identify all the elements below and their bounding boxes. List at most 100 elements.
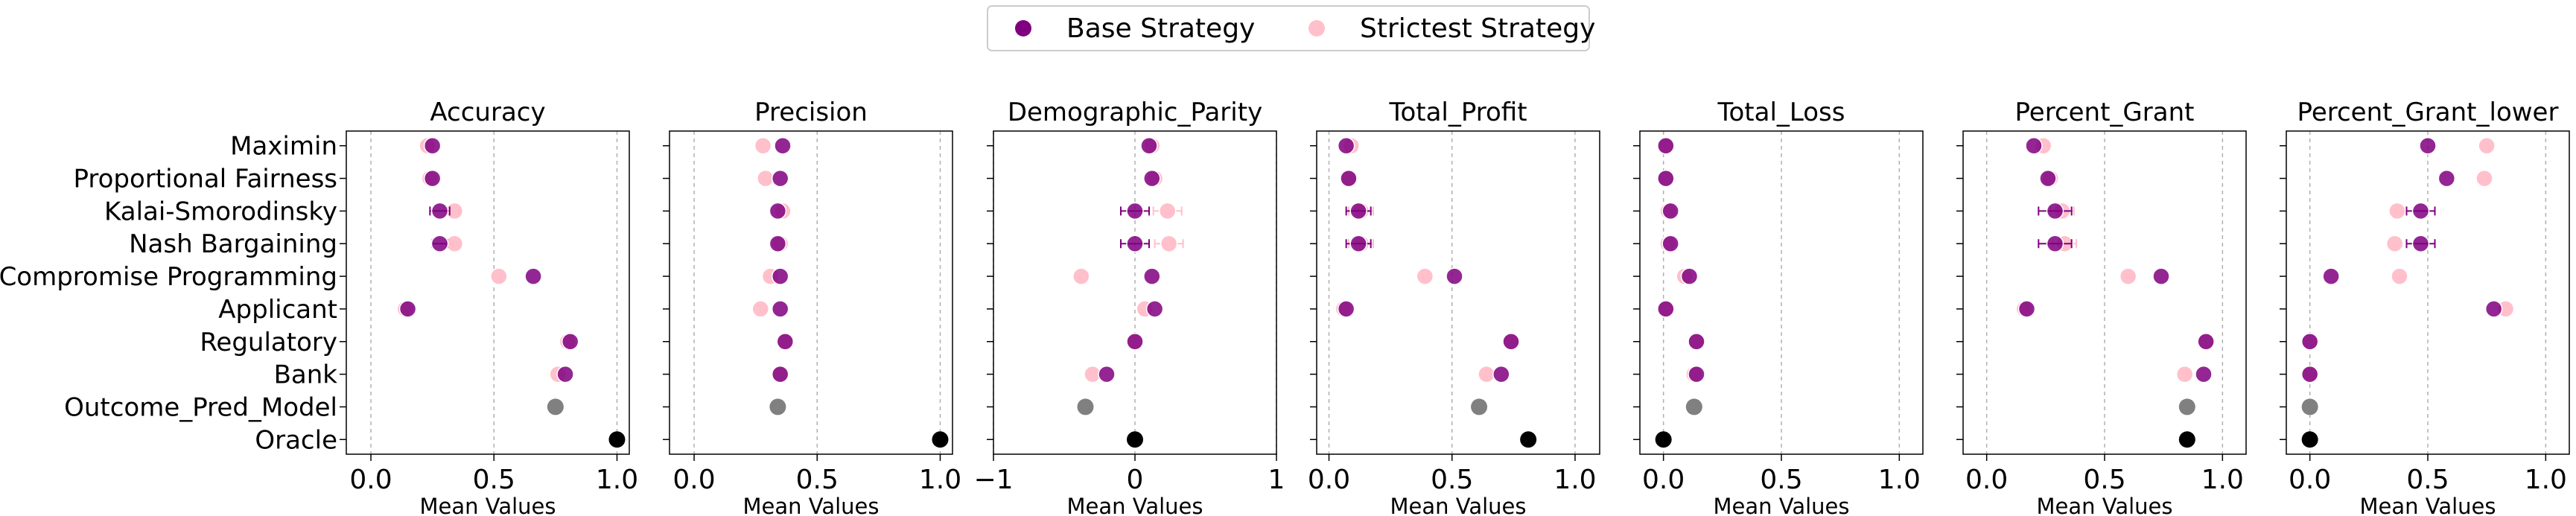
point-strictest-total-profit-bank bbox=[1478, 365, 1495, 383]
point-strictest-precision-maximin bbox=[754, 136, 772, 155]
point-base-total-profit-maximin bbox=[1337, 136, 1355, 155]
point-strictest-demographic-parity-nash-bargaining bbox=[1160, 235, 1178, 252]
point-base-demographic-parity-bank bbox=[1098, 365, 1116, 383]
point-base-precision-bank bbox=[771, 365, 789, 383]
axes-frame-accuracy bbox=[346, 130, 630, 455]
point-base-accuracy-kalai-smorodinsky bbox=[430, 202, 449, 220]
point-base-total-loss-proportional-fairness bbox=[1657, 169, 1675, 188]
point-base-precision-compromise-programming bbox=[771, 267, 789, 285]
x-tick-label-precision-1: 0.5 bbox=[796, 465, 839, 495]
point-base-percent-grant-lower-compromise-programming bbox=[2322, 267, 2340, 285]
point-base-accuracy-proportional-fairness bbox=[423, 169, 442, 188]
point-strictest-percent-grant-lower-nash-bargaining bbox=[2385, 235, 2404, 252]
point-base-total-loss-compromise-programming bbox=[1680, 267, 1699, 285]
point-strictest-accuracy-compromise-programming bbox=[490, 267, 508, 285]
point-base-percent-grant-maximin bbox=[2025, 136, 2043, 155]
point-outcome-pred-model-accuracy bbox=[547, 398, 564, 415]
point-base-total-profit-bank bbox=[1492, 365, 1510, 383]
point-strictest-percent-grant-compromise-programming bbox=[2119, 267, 2137, 285]
point-base-demographic-parity-maximin bbox=[1140, 136, 1158, 155]
category-label-regulatory: Regulatory bbox=[200, 328, 337, 357]
point-base-accuracy-applicant bbox=[398, 300, 417, 318]
panel-title-total-profit: Total_Profit bbox=[1388, 98, 1527, 127]
axes-frame-percent-grant-lower bbox=[2286, 130, 2570, 455]
chart-panels: Maximin Proportional Fairness Kalai-Smorod… bbox=[0, 98, 2570, 516]
panel-title-percent-grant: Percent_Grant bbox=[2015, 98, 2195, 127]
point-base-total-profit-kalai-smorodinsky bbox=[1349, 202, 1367, 220]
point-base-percent-grant-bank bbox=[2195, 365, 2213, 383]
legend-marker-strictest-strategy bbox=[1308, 20, 1325, 36]
point-strictest-total-profit-compromise-programming bbox=[1416, 267, 1434, 285]
panel-percent-grant-lower: Percent_Grant_lower 0.0 0.5 1.0 Mean Values bbox=[2280, 98, 2570, 516]
point-strictest-percent-grant-lower-kalai-smorodinsky bbox=[2388, 202, 2406, 220]
axes-frame-total-profit bbox=[1316, 130, 1600, 455]
category-label-compromise-programming: Compromise Programming bbox=[0, 262, 337, 292]
point-base-percent-grant-lower-kalai-smorodinsky bbox=[2411, 202, 2430, 220]
panel-precision: Precision 0.0 0.5 1.0 Mean Values bbox=[663, 98, 961, 516]
point-oracle-percent-grant-lower bbox=[2301, 431, 2318, 448]
x-tick-label-percent-grant-lower-1: 0.5 bbox=[2406, 465, 2449, 495]
point-base-demographic-parity-nash-bargaining bbox=[1126, 235, 1144, 252]
panel-total-profit: Total_Profit 0.0 0.5 1.0 Mean Values bbox=[1308, 98, 1600, 516]
x-tick-label-demographic-parity-2: 1 bbox=[1268, 465, 1285, 495]
point-outcome-pred-model-total-profit bbox=[1471, 398, 1488, 415]
point-base-total-loss-applicant bbox=[1657, 300, 1675, 318]
x-axis-label-percent-grant-lower: Mean Values bbox=[2360, 494, 2496, 516]
x-tick-label-accuracy-0: 0.0 bbox=[349, 465, 392, 495]
category-label-outcome-pred-model: Outcome_Pred_Model bbox=[64, 392, 337, 422]
x-tick-label-total-loss-0: 0.0 bbox=[1642, 465, 1685, 495]
point-strictest-percent-grant-bank bbox=[2175, 365, 2194, 383]
axes-frame-precision bbox=[669, 130, 953, 455]
point-base-accuracy-nash-bargaining bbox=[430, 235, 449, 252]
legend-frame bbox=[987, 5, 1590, 51]
axes-frame-demographic-parity bbox=[993, 130, 1277, 455]
point-base-percent-grant-nash-bargaining bbox=[2046, 235, 2064, 252]
x-axis-label-accuracy: Mean Values bbox=[420, 494, 556, 516]
point-base-precision-kalai-smorodinsky bbox=[769, 202, 787, 220]
point-strictest-accuracy-nash-bargaining bbox=[445, 235, 464, 252]
x-tick-label-accuracy-1: 0.5 bbox=[473, 465, 515, 495]
panel-demographic-parity: Demographic_Parity −1 0 1 Mean Values bbox=[973, 98, 1285, 516]
category-label-oracle: Oracle bbox=[255, 425, 337, 455]
point-base-precision-applicant bbox=[771, 300, 789, 318]
point-base-percent-grant-regulatory bbox=[2197, 333, 2215, 351]
point-base-total-loss-kalai-smorodinsky bbox=[1661, 202, 1679, 220]
point-base-percent-grant-lower-maximin bbox=[2419, 136, 2437, 155]
point-strictest-percent-grant-lower-compromise-programming bbox=[2391, 267, 2408, 285]
x-tick-label-precision-0: 0.0 bbox=[672, 465, 715, 495]
point-base-demographic-parity-proportional-fairness bbox=[1143, 169, 1161, 188]
x-tick-label-total-profit-0: 0.0 bbox=[1308, 465, 1350, 495]
point-strictest-percent-grant-lower-proportional-fairness bbox=[2475, 169, 2493, 188]
x-axis-label-total-loss: Mean Values bbox=[1714, 494, 1850, 516]
point-base-percent-grant-lower-nash-bargaining bbox=[2411, 235, 2430, 252]
point-outcome-pred-model-percent-grant bbox=[2178, 398, 2195, 415]
category-label-applicant: Applicant bbox=[218, 295, 337, 325]
axes-frame-total-loss bbox=[1639, 130, 1924, 455]
point-base-accuracy-maximin bbox=[423, 136, 442, 155]
point-strictest-precision-proportional-fairness bbox=[757, 169, 775, 188]
point-base-precision-nash-bargaining bbox=[769, 235, 787, 252]
x-tick-label-percent-grant-lower-2: 1.0 bbox=[2525, 465, 2567, 495]
point-base-total-profit-applicant bbox=[1337, 300, 1355, 318]
point-outcome-pred-model-precision bbox=[769, 398, 786, 415]
point-oracle-precision bbox=[932, 431, 949, 448]
legend: Base Strategy Strictest Strategy bbox=[987, 5, 1595, 51]
x-axis-label-total-profit: Mean Values bbox=[1390, 494, 1527, 516]
point-base-percent-grant-lower-regulatory bbox=[2300, 333, 2319, 351]
x-tick-label-total-loss-1: 0.5 bbox=[1760, 465, 1802, 495]
legend-label-base-strategy: Base Strategy bbox=[1066, 13, 1255, 44]
category-label-nash-bargaining: Nash Bargaining bbox=[129, 229, 337, 259]
point-base-percent-grant-lower-proportional-fairness bbox=[2437, 169, 2456, 188]
point-base-total-loss-regulatory bbox=[1688, 333, 1705, 351]
x-tick-label-percent-grant-0: 0.0 bbox=[1965, 465, 2008, 495]
category-label-bank: Bank bbox=[274, 360, 338, 390]
point-strictest-precision-applicant bbox=[751, 300, 770, 318]
x-axis-label-percent-grant: Mean Values bbox=[2037, 494, 2173, 516]
category-label-proportional-fairness: Proportional Fairness bbox=[73, 165, 337, 194]
point-base-total-loss-nash-bargaining bbox=[1661, 235, 1679, 252]
panel-accuracy: Accuracy 0.0 0.5 1.0 Mean Values bbox=[340, 98, 638, 516]
x-tick-label-percent-grant-1: 0.5 bbox=[2083, 465, 2125, 495]
point-base-total-loss-maximin bbox=[1657, 136, 1675, 155]
point-outcome-pred-model-demographic-parity bbox=[1077, 398, 1094, 415]
